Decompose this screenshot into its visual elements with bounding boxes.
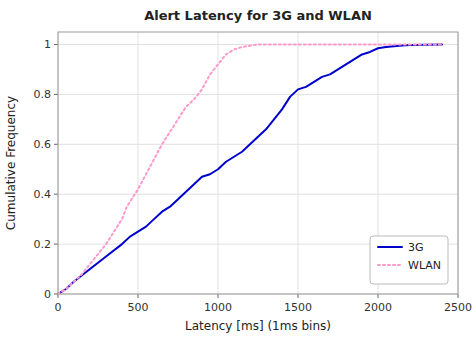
- y-tick: [54, 244, 58, 245]
- x-tick: [298, 294, 299, 298]
- x-tick-label: 2500: [444, 301, 472, 314]
- x-tick-label: 0: [55, 301, 62, 314]
- x-tick: [218, 294, 219, 298]
- legend-swatch: [378, 246, 402, 248]
- y-grid-line: [58, 194, 458, 195]
- y-tick: [54, 194, 58, 195]
- y-grid-line: [58, 144, 458, 145]
- x-tick-label: 1000: [204, 301, 232, 314]
- y-tick: [54, 94, 58, 95]
- x-grid-line: [298, 32, 299, 294]
- title: Alert Latency for 3G and WLAN: [144, 8, 372, 23]
- y-tick-label: 1: [44, 38, 51, 51]
- y-tick-label: 0: [44, 288, 51, 301]
- legend-label: 3G: [408, 241, 424, 254]
- x-tick: [138, 294, 139, 298]
- x-tick: [458, 294, 459, 298]
- x-grid-line: [138, 32, 139, 294]
- x-grid-line: [218, 32, 219, 294]
- y-tick: [54, 294, 58, 295]
- legend-box: [370, 236, 448, 284]
- x-axis-label: Latency [ms] (1ms bins): [185, 319, 331, 333]
- plot-frame: [58, 32, 458, 294]
- legend-label: WLAN: [408, 259, 441, 272]
- y-grid-line: [58, 94, 458, 95]
- y-tick-label: 0.2: [34, 238, 52, 251]
- legend-swatch: [378, 264, 402, 266]
- y-axis-label: Cumulative Frequency: [4, 96, 18, 230]
- x-tick-label: 1500: [284, 301, 312, 314]
- grid: [58, 32, 458, 294]
- y-tick: [54, 44, 58, 45]
- axes: 0 500 1000 1500 2000 2500 0 0.2 0.4 0.6 0.8 1: [34, 32, 473, 314]
- x-tick-label: 2000: [364, 301, 392, 314]
- y-tick-label: 0.6: [34, 138, 52, 151]
- x-tick: [58, 294, 59, 298]
- x-tick-label: 500: [128, 301, 149, 314]
- legend: 3G WLAN: [370, 236, 448, 284]
- chart: 0 500 1000 1500 2000 2500 0 0.2 0.4 0.6 0.8 1 Alert …: [0, 0, 476, 340]
- y-tick-label: 0.4: [34, 188, 52, 201]
- y-tick-label: 0.8: [34, 88, 52, 101]
- y-tick: [54, 144, 58, 145]
- x-tick: [378, 294, 379, 298]
